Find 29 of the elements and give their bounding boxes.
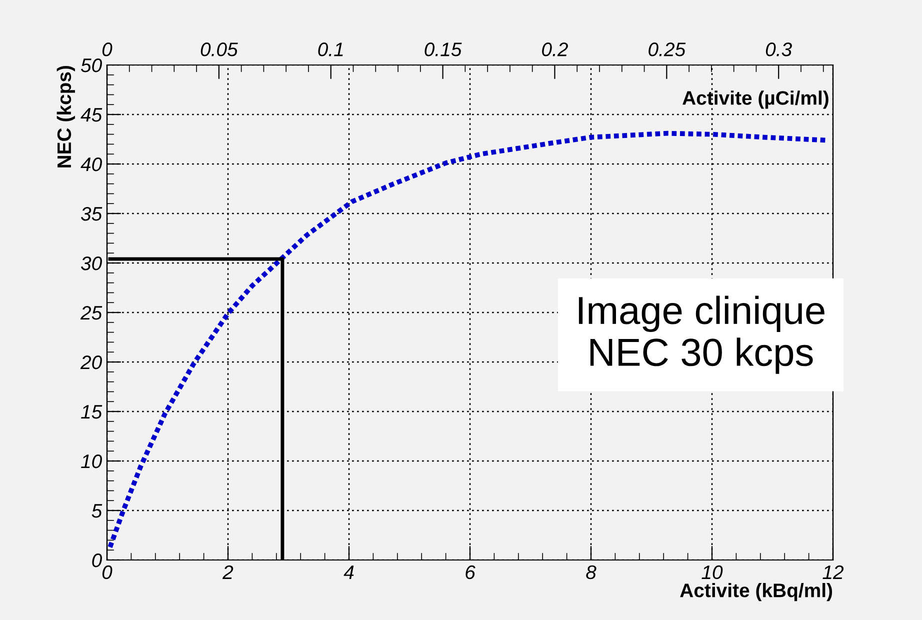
x-tick-label: 8: [586, 565, 596, 580]
x2-tick-label: 0.1: [318, 42, 343, 56]
x2-tick-label: 0.15: [424, 42, 462, 56]
y-tick-label: 0: [92, 553, 102, 568]
x-tick-label: 0: [102, 565, 112, 580]
x-tick-label: 10: [702, 565, 723, 580]
y-tick-label: 10: [81, 454, 102, 468]
y-tick-label: 35: [80, 206, 102, 221]
x2-tick-label: 0.2: [542, 42, 568, 56]
x-tick-label: 6: [466, 565, 476, 580]
x-tick-label: 4: [344, 566, 354, 579]
y-tick-label: 50: [80, 58, 102, 72]
y-tick-label: 45: [80, 108, 102, 122]
y-tick-label: 15: [81, 405, 102, 419]
x2-tick-label: 0.25: [648, 42, 686, 56]
x-tick-label: 12: [822, 565, 844, 579]
y-tick-label: 5: [92, 504, 102, 518]
y-axis-title: NEC (kcps): [56, 66, 75, 168]
y-tick-label: 20: [80, 355, 102, 370]
x2-tick-label: 0: [102, 42, 112, 56]
y-tick-label: 30: [80, 256, 102, 270]
x2-axis-title: Activite (µCi/ml): [682, 90, 828, 109]
x2-tick-label: 0.05: [200, 42, 238, 56]
annotation: Image clinique NEC 30 kcps: [578, 296, 824, 374]
x2-tick-label: 0.3: [766, 42, 792, 56]
y-tick-label: 40: [80, 157, 102, 172]
x-axis-title: Activite (kBq/ml): [680, 582, 832, 602]
y-tick-label: 25: [80, 306, 102, 320]
x-tick-label: 2: [222, 565, 234, 579]
